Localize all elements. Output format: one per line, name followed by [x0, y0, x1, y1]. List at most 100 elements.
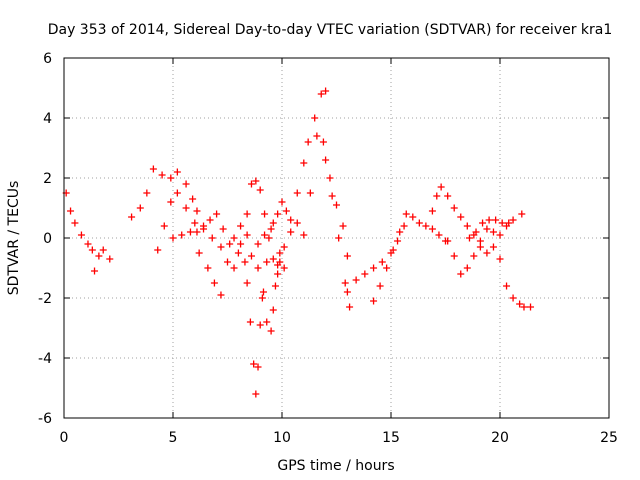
- data-point: [167, 198, 175, 206]
- data-point: [444, 192, 452, 200]
- data-point: [210, 279, 218, 287]
- data-point: [437, 183, 445, 191]
- y-tick-label: 6: [43, 51, 52, 67]
- data-point: [322, 87, 330, 95]
- data-point: [224, 258, 231, 266]
- data-point: [278, 198, 286, 206]
- data-point: [182, 204, 190, 212]
- data-point: [208, 234, 216, 242]
- data-point: [378, 258, 386, 266]
- data-point: [450, 252, 458, 260]
- data-point: [265, 234, 273, 242]
- data-point: [485, 216, 493, 224]
- data-point: [182, 180, 190, 188]
- data-point: [400, 222, 408, 230]
- data-point: [280, 243, 288, 251]
- data-point: [317, 90, 325, 98]
- data-point: [95, 252, 103, 260]
- data-point: [173, 189, 181, 197]
- data-point: [343, 288, 351, 296]
- data-point: [254, 240, 262, 248]
- data-point: [193, 228, 201, 236]
- data-point: [263, 318, 271, 326]
- data-point: [415, 219, 423, 227]
- data-point: [263, 258, 271, 266]
- data-point: [346, 303, 354, 311]
- data-point: [463, 222, 471, 230]
- data-point: [269, 255, 277, 263]
- data-point: [237, 222, 245, 230]
- data-point: [217, 243, 225, 251]
- x-tick-label: 15: [382, 430, 400, 446]
- data-point: [370, 264, 378, 272]
- data-point: [246, 318, 254, 326]
- data-point: [71, 219, 79, 227]
- data-point: [313, 132, 321, 140]
- data-point: [489, 228, 497, 236]
- data-marks: [62, 87, 535, 398]
- data-point: [261, 210, 269, 218]
- data-point: [518, 210, 526, 218]
- data-point: [267, 225, 275, 233]
- data-point: [463, 264, 471, 272]
- data-point: [154, 246, 162, 254]
- data-point: [252, 390, 260, 398]
- data-point: [99, 246, 107, 254]
- x-tick-label: 20: [491, 430, 509, 446]
- data-point: [206, 216, 214, 224]
- data-point: [230, 234, 238, 242]
- data-point: [271, 282, 279, 290]
- series-trace-f: [193, 210, 275, 266]
- data-point: [489, 243, 497, 251]
- data-point: [274, 270, 282, 278]
- series-trace-l: [322, 156, 354, 311]
- data-point: [84, 240, 92, 248]
- data-point: [496, 231, 504, 239]
- data-point: [505, 219, 513, 227]
- data-point: [450, 204, 458, 212]
- data-point: [267, 327, 275, 335]
- data-point: [160, 222, 168, 230]
- data-point: [173, 168, 181, 176]
- data-point: [247, 252, 255, 260]
- series-trace-h: [243, 258, 271, 398]
- data-point: [217, 291, 225, 299]
- data-point: [250, 360, 258, 368]
- data-point: [258, 294, 266, 302]
- data-point: [269, 219, 277, 227]
- data-point: [293, 219, 301, 227]
- data-point: [428, 207, 436, 215]
- data-point: [167, 174, 175, 182]
- data-point: [422, 222, 430, 230]
- series-trace-q: [465, 216, 513, 242]
- series-trace-d: [154, 189, 225, 254]
- data-point: [333, 201, 340, 209]
- data-point: [457, 213, 465, 221]
- data-point: [204, 264, 212, 272]
- x-axis-label: GPS time / hours: [277, 458, 394, 474]
- axis-ticks: 0 5 10 15 20 25 -6 -4 -2 0 2 4 6: [38, 51, 618, 446]
- data-point: [470, 252, 478, 260]
- data-point: [287, 216, 295, 224]
- data-point: [243, 279, 251, 287]
- data-point: [237, 240, 245, 248]
- data-point: [479, 219, 487, 227]
- data-point: [178, 231, 186, 239]
- y-tick-label: -2: [38, 291, 52, 307]
- data-point: [335, 234, 343, 242]
- data-point: [186, 228, 194, 236]
- data-point: [261, 231, 269, 239]
- data-point: [243, 231, 251, 239]
- series-trace-a: [62, 189, 96, 254]
- data-point: [341, 279, 349, 287]
- data-point: [293, 189, 301, 197]
- data-point: [496, 255, 504, 263]
- data-point: [457, 270, 465, 278]
- chart-title: Day 353 of 2014, Sidereal Day-to-day VTE…: [48, 22, 613, 38]
- data-point: [328, 192, 336, 200]
- data-point: [136, 204, 144, 212]
- data-point: [520, 303, 528, 311]
- data-point: [509, 294, 517, 302]
- data-point: [189, 195, 197, 203]
